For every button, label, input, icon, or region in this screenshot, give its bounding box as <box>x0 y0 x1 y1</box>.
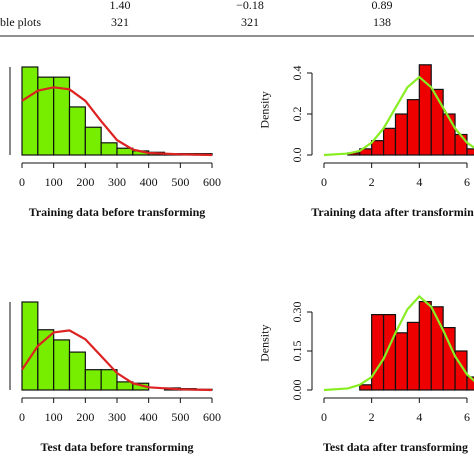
x-tick-label: 6 <box>464 410 470 424</box>
cell: ble plots <box>0 15 41 29</box>
x-tick-label: 600 <box>203 410 221 424</box>
x-tick-label: 0 <box>19 175 25 189</box>
bar <box>100 369 118 391</box>
bar <box>371 140 385 156</box>
x-tick-label: 300 <box>108 175 126 189</box>
bar <box>454 350 468 391</box>
x-axis-label: Training data before transforming <box>29 205 206 219</box>
y-tick-label: 0.15 <box>290 341 304 362</box>
x-tick-label: 600 <box>203 175 221 189</box>
x-tick-label: 4 <box>416 175 422 189</box>
x-tick-label: 6 <box>464 175 470 189</box>
bar <box>53 339 71 391</box>
bar <box>466 376 474 391</box>
bar <box>68 106 86 156</box>
bar <box>84 369 102 391</box>
x-tick-label: 0 <box>19 410 25 424</box>
x-tick-label: 400 <box>140 175 158 189</box>
x-tick-label: 100 <box>45 175 63 189</box>
density-curve <box>21 86 213 157</box>
bar <box>100 142 118 156</box>
bar <box>394 113 409 156</box>
x-tick-label: 0 <box>321 410 327 424</box>
x-tick-label: 400 <box>140 410 158 424</box>
cell: 0.89 <box>372 0 393 12</box>
density-curve <box>21 329 213 392</box>
cell: −0.18 <box>236 0 264 12</box>
x-axis-label: Test data before transforming <box>41 440 194 454</box>
x-tick-label: 500 <box>171 410 189 424</box>
x-tick-label: 300 <box>108 410 126 424</box>
y-tick-label: 0.0 <box>290 148 304 163</box>
bar <box>442 327 456 391</box>
bar <box>21 301 39 391</box>
bar <box>406 321 420 391</box>
x-tick-label: 4 <box>416 410 422 424</box>
bar <box>466 148 474 156</box>
cell: 321 <box>111 15 129 29</box>
bar <box>406 99 420 156</box>
cell: 1.40 <box>110 0 131 12</box>
x-tick-label: 2 <box>369 410 375 424</box>
bar <box>371 314 385 391</box>
density-curve <box>323 75 474 157</box>
cell: 138 <box>373 15 391 29</box>
x-tick-label: 500 <box>171 175 189 189</box>
bar <box>418 301 432 391</box>
bar <box>454 133 468 156</box>
bar <box>84 126 102 156</box>
x-axis-label: Training data after transforming <box>311 205 474 219</box>
bar <box>21 66 39 156</box>
x-tick-label: 2 <box>369 175 375 189</box>
density-curve <box>323 294 474 392</box>
cell: 321 <box>241 15 259 29</box>
x-tick-label: 200 <box>76 175 94 189</box>
y-tick-label: 0.4 <box>290 66 304 81</box>
y-tick-label: 0.30 <box>290 302 304 323</box>
x-tick-label: 0 <box>321 175 327 189</box>
bar <box>394 332 409 391</box>
x-tick-label: 200 <box>76 410 94 424</box>
bar <box>359 384 373 391</box>
y-tick-label: 0.00 <box>290 380 304 401</box>
y-axis-label: Density <box>258 91 272 128</box>
x-tick-label: 100 <box>45 410 63 424</box>
bar <box>68 351 86 391</box>
bar <box>382 127 397 156</box>
y-tick-label: 0.2 <box>290 107 304 122</box>
bar <box>116 381 134 391</box>
x-axis-label: Test data after transforming <box>323 440 468 454</box>
y-axis-label: Density <box>258 325 272 362</box>
